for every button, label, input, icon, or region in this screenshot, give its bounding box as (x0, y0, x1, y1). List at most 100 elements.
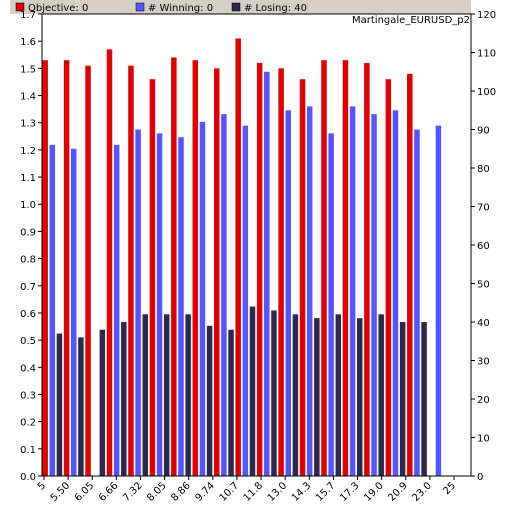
left-tick-label: 0.5 (20, 336, 36, 347)
bar-objective (42, 60, 48, 476)
bar-winning (113, 144, 120, 476)
bar-winning (242, 125, 249, 477)
x-tick-label: 11.8 (242, 480, 266, 504)
left-axis: 0.0 0.1 0.2 0.3 0.4 0.5 0.6 0.7 0.8 0.9 1.0 1.1 1.2 1… (20, 10, 42, 483)
legend: Objective: 0 # Winning: 0 # Losing: 40 (15, 2, 307, 14)
bar-losing (292, 314, 299, 476)
bar-objective (171, 57, 177, 476)
x-tick-label: 14.3 (290, 480, 314, 504)
right-tick-label: 40 (477, 318, 490, 329)
bar-losing (421, 322, 427, 476)
bar-losing (357, 318, 363, 476)
left-tick-label: 0.6 (20, 309, 36, 320)
bar-objective (85, 65, 91, 477)
x-tick-label: 6.66 (97, 480, 121, 504)
right-tick-label: 110 (477, 49, 496, 60)
bar-winning (156, 133, 163, 476)
legend-label: Objective: 0 (28, 3, 88, 14)
bar-objective (299, 79, 306, 477)
bar-objective (128, 65, 134, 477)
bar-winning (199, 121, 206, 477)
bar-winning (392, 110, 399, 476)
legend-swatch (231, 2, 241, 12)
x-tick-label: 20.9 (386, 480, 410, 504)
bar-objective (321, 60, 327, 476)
bar-losing (249, 306, 256, 476)
bar-losing (271, 310, 277, 476)
bar-losing (78, 337, 84, 476)
x-tick-label: 25 (441, 480, 458, 497)
bar-losing (314, 318, 320, 476)
bar-objective (407, 73, 413, 476)
x-tick-label: 5.50 (49, 480, 73, 504)
bar-losing (378, 314, 384, 476)
left-tick-label: 0.2 (20, 418, 36, 429)
bar-objective (235, 38, 241, 476)
bar-losing (206, 325, 213, 476)
bar-objective (214, 68, 220, 477)
left-tick-label: 1.6 (20, 37, 36, 48)
left-tick-label: 1.5 (20, 64, 36, 75)
right-tick-label: 30 (477, 357, 490, 368)
legend-label: # Winning: 0 (148, 3, 213, 14)
left-tick-label: 0.3 (20, 390, 36, 401)
right-tick-label: 80 (477, 164, 490, 175)
bar-objective (106, 49, 113, 477)
bar-winning (371, 114, 377, 476)
right-tick-label: 10 (477, 434, 490, 445)
bar-objective (149, 79, 156, 477)
bar-losing (56, 333, 63, 476)
bar-losing (121, 322, 127, 476)
bar-winning (285, 110, 291, 476)
bars (42, 38, 442, 477)
legend-label: # Losing: 40 (244, 3, 307, 14)
legend-swatch (15, 2, 25, 12)
plot-frame (41, 13, 472, 477)
bar-losing (163, 314, 170, 476)
left-tick-label: 1.0 (20, 200, 36, 211)
x-tick-label: 9.74 (193, 480, 217, 504)
x-tick-label: 17.3 (338, 480, 362, 504)
bar-winning (135, 129, 141, 476)
right-tick-label: 60 (477, 241, 490, 252)
x-tick-label: 7.32 (121, 480, 145, 504)
bar-winning (414, 129, 420, 476)
bar-winning (221, 114, 227, 476)
x-tick-label: 8.05 (145, 480, 169, 504)
bar-objective (364, 62, 370, 476)
bar-objective (192, 60, 199, 476)
x-tick-label: 15.7 (314, 480, 338, 504)
left-tick-label: 0.9 (20, 227, 36, 238)
bar-losing (228, 329, 234, 476)
right-tick-label: 70 (477, 203, 490, 214)
bar-objective (342, 60, 349, 476)
left-tick-label: 1.3 (20, 119, 36, 130)
x-tick-label: 6.05 (73, 480, 97, 504)
x-tick-label: 23.0 (410, 480, 434, 504)
x-axis: 5 5.50 6.05 6.66 7.32 8.05 8.86 9.74 10.7 11.8 13.… (36, 476, 458, 504)
left-tick-label: 0.7 (20, 282, 36, 293)
chart-title: Martingale_EURUSD_p2 (352, 15, 470, 26)
left-tick-label: 1.2 (20, 146, 36, 157)
bar-objective (385, 79, 392, 477)
left-tick-label: 0.0 (20, 472, 36, 483)
x-tick-label: 8.86 (169, 480, 193, 504)
bar-winning (349, 106, 356, 477)
bar-losing (335, 314, 342, 476)
x-tick-label: 5 (36, 480, 48, 492)
bar-losing (99, 329, 106, 476)
bar-objective (256, 62, 263, 476)
right-tick-label: 20 (477, 395, 490, 406)
bar-winning (328, 133, 334, 476)
bar-winning (49, 144, 56, 476)
left-tick-label: 1.4 (20, 92, 36, 103)
legend-bar (10, 0, 471, 14)
left-tick-label: 1.7 (20, 10, 36, 21)
right-tick-label: 100 (477, 87, 496, 98)
bar-winning (178, 137, 184, 476)
right-tick-label: 120 (477, 10, 496, 21)
left-tick-label: 1.1 (20, 173, 36, 184)
bar-winning (435, 125, 442, 477)
left-tick-label: 0.8 (20, 255, 36, 266)
